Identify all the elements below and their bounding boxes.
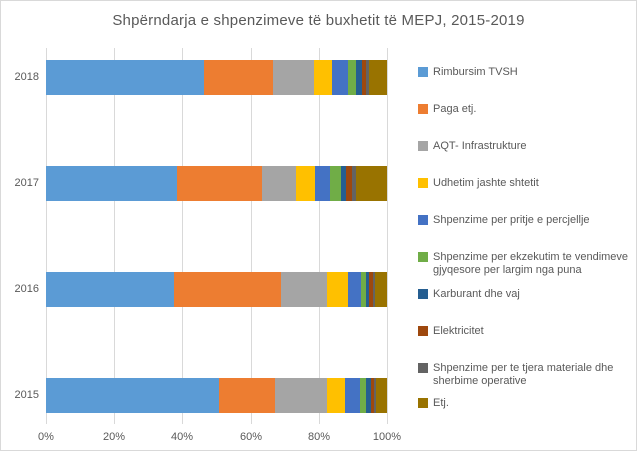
legend-item-10: Etj. [418, 397, 632, 410]
bar-segment-2016 [373, 272, 376, 307]
bar-segment-2018 [348, 60, 357, 95]
legend-swatch [418, 363, 428, 373]
bar-segment-2016 [369, 272, 374, 307]
gridline-60% [251, 48, 252, 424]
x-axis-label-0%: 0% [38, 431, 54, 443]
gridline-20% [114, 48, 115, 424]
bar-segment-2016 [366, 272, 370, 307]
bar-segment-2015 [366, 378, 371, 413]
x-axis-label-60%: 60% [239, 431, 263, 443]
legend-item-3: AQT- Infrastrukture [418, 140, 632, 153]
legend-swatch [418, 326, 428, 336]
gridline-80% [319, 48, 320, 424]
bar-segment-2017 [356, 166, 387, 201]
legend-item-7: Karburant dhe vaj [418, 288, 632, 301]
legend-label: Karburant dhe vaj [433, 288, 520, 300]
legend-label: AQT- Infrastrukture [433, 140, 527, 152]
legend-label: Udhetim jashte shtetit [433, 177, 539, 189]
y-axis-label-2018: 2018 [14, 70, 39, 83]
bar-segment-2018 [332, 60, 349, 95]
bar-segment-2017 [315, 166, 331, 201]
x-axis-label-80%: 80% [307, 431, 331, 443]
y-axis-label-2015: 2015 [14, 388, 39, 401]
bar-row-2017 [46, 166, 387, 201]
legend-label: Etj. [433, 397, 449, 409]
bar-row-2018 [46, 60, 387, 95]
legend: Rimbursim TVSH Paga etj. AQT- Infrastruktu… [418, 1, 632, 450]
bar-segment-2016 [173, 272, 281, 307]
legend-swatch [418, 178, 428, 188]
bar-segment-2018 [46, 60, 204, 95]
bar-segment-2017 [346, 166, 352, 201]
bar-segment-2015 [375, 378, 387, 413]
bar-segment-2018 [356, 60, 363, 95]
legend-item-2: Paga etj. [418, 103, 632, 116]
x-axis-label-40%: 40% [170, 431, 194, 443]
legend-item-8: Elektricitet [418, 325, 632, 338]
legend-item-1: Rimbursim TVSH [418, 66, 632, 79]
bar-segment-2016 [326, 272, 348, 307]
legend-item-4: Udhetim jashte shtetit [418, 177, 632, 190]
bar-segment-2017 [351, 166, 357, 201]
plot-area [46, 48, 388, 424]
gridline-40% [182, 48, 183, 424]
bar-segment-2017 [330, 166, 341, 201]
legend-swatch [418, 141, 428, 151]
y-axis-label-2016: 2016 [14, 282, 39, 295]
legend-swatch [418, 252, 428, 262]
gridline-0% [46, 48, 47, 424]
bar-segment-2018 [272, 60, 314, 95]
x-axis-label-100%: 100% [372, 431, 402, 443]
bar-segment-2018 [203, 60, 273, 95]
x-axis-label-20%: 20% [102, 431, 126, 443]
bar-segment-2015 [218, 378, 276, 413]
bar-segment-2016 [280, 272, 327, 307]
legend-swatch [418, 104, 428, 114]
bar-segment-2017 [46, 166, 178, 201]
legend-swatch [418, 398, 428, 408]
bar-segment-2018 [314, 60, 333, 95]
bar-segment-2015 [373, 378, 376, 413]
bar-segment-2015 [370, 378, 374, 413]
y-axis-label-2017: 2017 [14, 176, 39, 189]
chart-title: Shpërndarja e shpenzimeve të buxhetit të… [112, 12, 525, 29]
legend-label: Elektricitet [433, 325, 484, 337]
bar-segment-2017 [340, 166, 347, 201]
legend-swatch [418, 67, 428, 77]
bar-segment-2018 [366, 60, 369, 95]
bar-segment-2018 [368, 60, 387, 95]
legend-item-5: Shpenzime per pritje e percjellje [418, 214, 632, 227]
bar-segment-2018 [362, 60, 367, 95]
legend-item-6: Shpenzime per ekzekutim te vendimeve gjy… [418, 251, 632, 277]
legend-swatch [418, 215, 428, 225]
bar-segment-2015 [360, 378, 367, 413]
bar-segment-2017 [296, 166, 316, 201]
legend-label: Paga etj. [433, 103, 477, 115]
bar-segment-2017 [177, 166, 263, 201]
bar-row-2015 [46, 378, 387, 413]
bar-segment-2016 [375, 272, 387, 307]
bar-segment-2017 [262, 166, 297, 201]
bar-segment-2015 [275, 378, 327, 413]
bar-segment-2015 [326, 378, 346, 413]
legend-label: Shpenzime per pritje e percjellje [433, 214, 590, 226]
legend-label: Shpenzime per ekzekutim te vendimeve gjy… [433, 251, 629, 276]
legend-swatch [418, 289, 428, 299]
bar-segment-2015 [345, 378, 361, 413]
gridline-100% [387, 48, 388, 424]
bar-segment-2015 [46, 378, 219, 413]
bar-segment-2016 [46, 272, 174, 307]
legend-item-9: Shpenzime per te tjera materiale dhe she… [418, 362, 632, 388]
bar-segment-2016 [361, 272, 367, 307]
bar-row-2016 [46, 272, 387, 307]
legend-label: Shpenzime per te tjera materiale dhe she… [433, 362, 614, 387]
bar-segment-2016 [347, 272, 362, 307]
legend-label: Rimbursim TVSH [433, 66, 518, 78]
